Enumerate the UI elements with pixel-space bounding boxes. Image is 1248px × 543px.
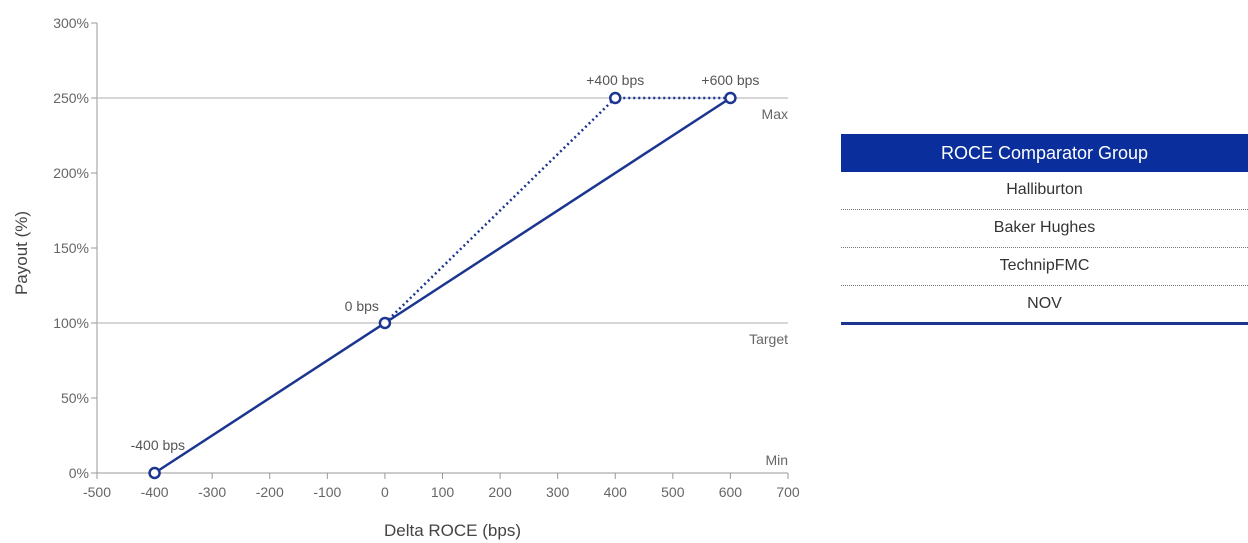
x-tick-label: 500 (661, 484, 685, 500)
point-label: +600 bps (701, 72, 759, 88)
y-tick-label: 300% (53, 15, 89, 31)
x-tick-label: -300 (198, 484, 226, 500)
y-tick-label: 0% (69, 465, 89, 481)
y-axis-title: Payout (%) (12, 211, 31, 295)
y-tick-label: 200% (53, 165, 89, 181)
reference-label: Min (765, 452, 788, 468)
comparator-group-table: ROCE Comparator Group Halliburton Baker … (841, 134, 1248, 325)
y-tick-label: 50% (61, 390, 89, 406)
y-tick-label: 150% (53, 240, 89, 256)
data-point (148, 466, 161, 480)
x-tick-label: 700 (776, 484, 800, 500)
comparator-member: Halliburton (841, 172, 1248, 210)
x-tick-label: 600 (719, 484, 743, 500)
y-tick-label: 250% (53, 90, 89, 106)
x-tick-label: -200 (256, 484, 284, 500)
comparator-member: TechnipFMC (841, 248, 1248, 286)
x-tick-label: -500 (83, 484, 111, 500)
comparator-group-title: ROCE Comparator Group (841, 134, 1248, 172)
x-tick-label: 0 (381, 484, 389, 500)
payout-chart: 0% 50% 100% 150% 200% 250% 300% -500 -400 -300 -20… (12, 15, 800, 540)
point-label: 0 bps (345, 298, 379, 314)
x-tick-label: 200 (488, 484, 512, 500)
y-tick-label: 100% (53, 315, 89, 331)
data-point (378, 316, 392, 330)
x-axis-title: Delta ROCE (bps) (384, 521, 521, 540)
x-tick-label: 400 (604, 484, 628, 500)
data-point (724, 91, 737, 105)
x-tick-label: 300 (546, 484, 570, 500)
reference-label: Max (762, 106, 788, 122)
x-tick-label: -100 (313, 484, 341, 500)
solid-payout-line (153, 96, 732, 475)
point-label: +400 bps (586, 72, 644, 88)
x-tick-label: -400 (141, 484, 169, 500)
reference-label: Target (749, 331, 788, 347)
data-point (609, 91, 622, 105)
comparator-member: Baker Hughes (841, 210, 1248, 248)
comparator-member: NOV (841, 286, 1248, 325)
x-tick-label: 100 (431, 484, 455, 500)
point-label: -400 bps (131, 437, 185, 453)
